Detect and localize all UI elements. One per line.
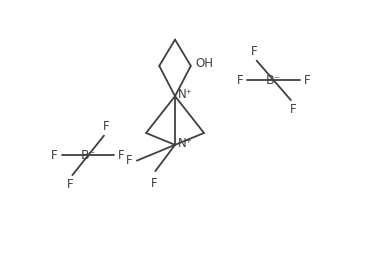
Text: F: F bbox=[151, 177, 157, 190]
Text: F: F bbox=[67, 178, 74, 191]
Text: N⁺: N⁺ bbox=[178, 88, 193, 101]
Text: F: F bbox=[118, 149, 125, 162]
Text: B⁻: B⁻ bbox=[266, 74, 281, 87]
Text: F: F bbox=[290, 103, 297, 116]
Text: B⁻: B⁻ bbox=[80, 149, 96, 162]
Text: F: F bbox=[125, 154, 132, 167]
Text: N⁺: N⁺ bbox=[178, 137, 193, 150]
Text: F: F bbox=[304, 74, 311, 87]
Text: F: F bbox=[51, 149, 58, 162]
Text: F: F bbox=[102, 120, 109, 133]
Text: F: F bbox=[251, 45, 257, 58]
Text: F: F bbox=[237, 74, 243, 87]
Text: OH: OH bbox=[196, 57, 213, 70]
